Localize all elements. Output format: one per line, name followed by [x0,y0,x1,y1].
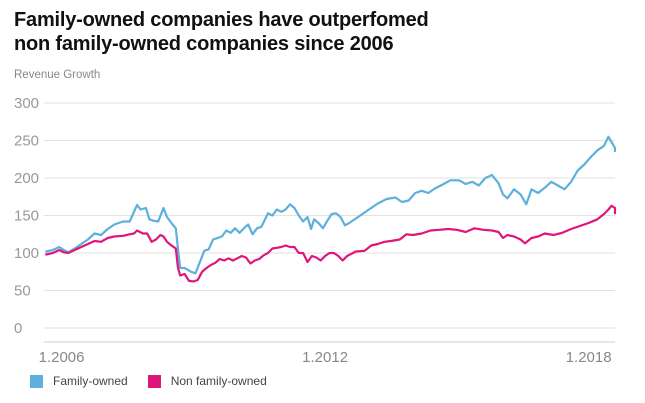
legend-label-non-family-owned: Non family-owned [170,374,267,388]
y-tick-label-0: 0 [14,320,22,337]
x-tick-labels: 1.2006 1.2012 1.2018 [39,349,612,366]
series-line-family-owned [45,135,617,275]
legend: Family-owned Non family-owned [30,374,287,388]
y-axis-label: Revenue Growth [14,69,101,81]
legend-item-family-owned[interactable]: Family-owned [30,374,128,388]
y-tick-label-250: 250 [14,133,39,150]
y-tick-label-50: 50 [14,283,31,300]
x-tick-label-1: 1.2012 [302,349,348,366]
chart-title-line-1: Family-owned companies have outperfomed [14,9,429,31]
y-tick-label-200: 200 [14,170,39,187]
y-tick-label-100: 100 [14,245,39,262]
legend-item-non-family-owned[interactable]: Non family-owned [147,374,267,388]
chart-title-line-2: non family-owned companies since 2006 [14,33,394,55]
legend-label-family-owned: Family-owned [53,374,128,388]
x-tick-label-0: 1.2006 [39,349,85,366]
y-tick-labels: 0 50 100 150 200 250 300 [14,95,39,337]
y-tick-label-150: 150 [14,208,39,225]
x-tick-label-2: 1.2018 [566,349,612,366]
legend-swatch-non-family-owned [147,374,161,388]
chart-title: Family-owned companies have outperfomed … [14,8,614,56]
y-tick-label-300: 300 [14,95,39,112]
series-line-non-family-owned [45,204,617,283]
series-lines [45,135,617,283]
legend-swatch-family-owned [30,374,43,388]
